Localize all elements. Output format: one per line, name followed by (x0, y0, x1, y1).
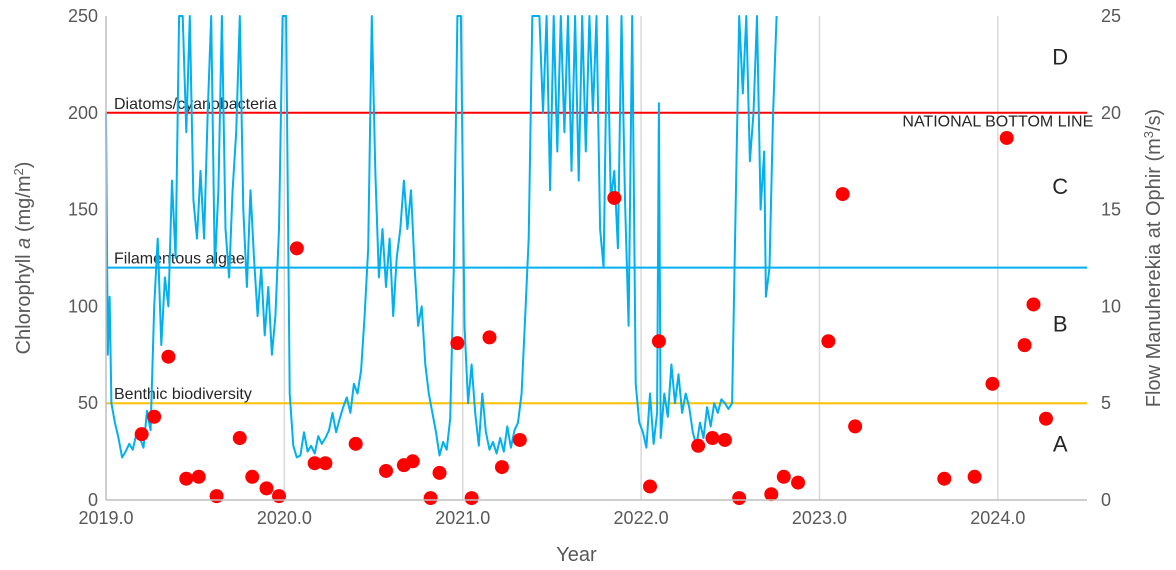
x-tick-label: 2024.0 (970, 508, 1025, 528)
data-point (848, 419, 863, 434)
y2-tick-labels: 0 5 10 15 20 25 (1101, 6, 1121, 510)
y2-axis-label-end: /s) (1143, 109, 1165, 131)
data-point (232, 431, 247, 446)
y-tick-label: 150 (68, 200, 98, 220)
data-point (937, 471, 952, 486)
data-point (209, 489, 224, 504)
y2-tick-label: 20 (1101, 103, 1121, 123)
data-point (318, 456, 333, 471)
data-point (691, 438, 706, 453)
band-label: B (1053, 312, 1068, 337)
annotations: NATIONAL BOTTOM LINE D C B A (902, 44, 1093, 456)
threshold-label: Diatoms/cyanobacteria (114, 96, 277, 113)
y2-axis-label-sup: 3 (1141, 131, 1156, 138)
chlorophyll-points (134, 130, 1053, 506)
data-point (464, 491, 479, 506)
data-point (450, 336, 465, 351)
y2-tick-label: 5 (1101, 393, 1111, 413)
data-point (191, 469, 206, 484)
y-tick-label: 0 (88, 490, 98, 510)
threshold-lines: Diatoms/cyanobacteria Filamentous algae Be… (106, 96, 1087, 405)
band-label: D (1052, 44, 1068, 69)
y2-tick-label: 10 (1101, 296, 1121, 316)
data-point (791, 475, 806, 490)
data-point (651, 334, 666, 349)
y2-tick-label: 25 (1101, 6, 1121, 26)
x-axis-label: Year (556, 544, 597, 566)
axes (105, 16, 1087, 501)
x-tick-label: 2020.0 (257, 508, 312, 528)
x-tick-label: 2022.0 (614, 508, 669, 528)
data-point (348, 436, 363, 451)
y-axis-label-prefix: Chlorophyll (13, 249, 35, 355)
y-tick-labels: 0 50 100 150 200 250 (68, 6, 98, 510)
data-point (985, 376, 1000, 391)
y-tick-label: 50 (78, 393, 98, 413)
data-point (1026, 297, 1041, 312)
y-axis-label-unit: (mg/m (13, 175, 35, 237)
y-tick-label: 200 (68, 103, 98, 123)
y2-axis-label-prefix: Flow Manuherekia at Ophir (m (1143, 138, 1165, 407)
data-point (307, 456, 322, 471)
data-point (732, 491, 747, 506)
band-label: A (1053, 432, 1068, 457)
data-point (821, 334, 836, 349)
data-point (1017, 338, 1032, 353)
y2-tick-label: 0 (1101, 490, 1111, 510)
data-point (999, 130, 1014, 145)
data-point (776, 469, 791, 484)
data-point (512, 432, 527, 447)
data-point (1038, 411, 1053, 426)
y-axis-label-end: ) (13, 162, 35, 169)
data-point (643, 479, 658, 494)
y-axis-label-sup: 2 (11, 168, 26, 175)
data-point (432, 465, 447, 480)
y2-axis-label: Flow Manuherekia at Ophir (m3/s) (1141, 109, 1166, 407)
flow-line (105, 15, 778, 459)
data-point (423, 491, 438, 506)
data-point (179, 471, 194, 486)
band-label: C (1052, 174, 1068, 199)
data-point (494, 460, 509, 475)
y-axis-label: Chlorophyll a (mg/m2) (11, 162, 36, 355)
data-point (147, 409, 162, 424)
data-point (967, 469, 982, 484)
threshold-label: Filamentous algae (114, 251, 245, 268)
data-point (717, 432, 732, 447)
bottom-line-label: NATIONAL BOTTOM LINE (902, 113, 1093, 130)
y2-tick-label: 15 (1101, 200, 1121, 220)
data-point (134, 427, 149, 442)
x-tick-label: 2019.0 (78, 508, 133, 528)
x-tick-labels: 2019.0 2020.0 2021.0 2022.0 2023.0 2024.0 (78, 508, 1025, 528)
data-point (835, 187, 850, 202)
threshold-label: Benthic biodiversity (114, 386, 252, 403)
x-tick-label: 2021.0 (435, 508, 490, 528)
data-point (405, 454, 420, 469)
flow-series (105, 15, 778, 459)
x-tick-label: 2023.0 (792, 508, 847, 528)
data-point (764, 487, 779, 502)
data-point (607, 190, 622, 205)
y-axis-label-italic: a (13, 238, 35, 249)
data-point (482, 330, 497, 345)
data-point (289, 241, 304, 256)
data-point (272, 489, 287, 504)
data-point (705, 431, 720, 446)
data-point (245, 469, 260, 484)
data-point (259, 481, 274, 496)
y-tick-label: 250 (68, 6, 98, 26)
data-point (161, 349, 176, 364)
y-tick-label: 100 (68, 296, 98, 316)
data-point (379, 463, 394, 478)
